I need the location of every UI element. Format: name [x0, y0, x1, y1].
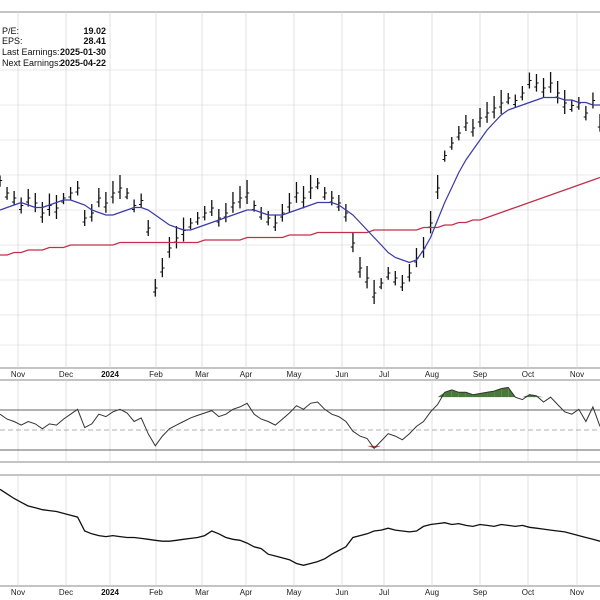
- rsi-overbought-area: [487, 391, 495, 398]
- last-earnings-value: 2025-01-30: [60, 47, 106, 57]
- eps-value: 28.41: [83, 36, 106, 46]
- x-tick-label: Nov: [11, 588, 25, 597]
- x-tick-label: Jun: [336, 588, 349, 597]
- x-tick-label: Jul: [379, 370, 389, 379]
- x-tick-label: Sep: [473, 588, 488, 597]
- rsi-line: [0, 386, 600, 450]
- rsi-overbought-area: [465, 392, 473, 398]
- x-tick-label: May: [286, 588, 301, 597]
- x-tick-label: Nov: [11, 370, 25, 379]
- pe-label: P/E:: [2, 26, 19, 36]
- x-tick-label: Dec: [59, 588, 73, 597]
- long-moving-average-line: [0, 176, 600, 256]
- x-tick-label: Apr: [240, 588, 253, 597]
- eps-label: EPS:: [2, 36, 23, 46]
- x-tick-label: Feb: [149, 370, 163, 379]
- last-earnings-label: Last Earnings:: [2, 47, 60, 57]
- grid-lines: [0, 12, 600, 586]
- x-tick-label: 2024: [101, 370, 119, 379]
- rsi-fills: [367, 387, 544, 449]
- x-tick-label: Aug: [425, 588, 439, 597]
- rsi-overbought-area: [501, 387, 509, 398]
- x-tick-label: Feb: [149, 588, 163, 597]
- fundamentals-box: P/E: 19.02 EPS: 28.41 Last Earnings: 202…: [2, 26, 106, 68]
- x-tick-label: Jun: [336, 370, 349, 379]
- x-tick-label: Oct: [522, 588, 535, 597]
- next-earnings-label: Next Earnings:: [2, 58, 61, 68]
- x-tick-label: Aug: [425, 370, 439, 379]
- relative-strength-line: [0, 488, 600, 566]
- x-tick-label: Oct: [522, 370, 535, 379]
- x-tick-label: Sep: [473, 370, 488, 379]
- rsi-overbought-area: [458, 392, 466, 398]
- price-x-axis-labels: Nov Dec 2024 Feb Mar Apr May Jun Jul Aug Sep Oct Nov: [11, 370, 584, 379]
- x-tick-label: May: [286, 370, 301, 379]
- x-tick-label: 2024: [101, 588, 119, 597]
- price-bars: [0, 72, 600, 304]
- pe-value: 19.02: [83, 26, 106, 36]
- short-moving-average-line: [0, 96, 600, 264]
- x-tick-label: Dec: [59, 370, 73, 379]
- x-tick-label: Apr: [240, 370, 253, 379]
- rsi-overbought-area: [444, 389, 452, 398]
- rs-x-axis-labels: Nov Dec 2024 Feb Mar Apr May Jun Jul Aug Sep Oct Nov: [11, 588, 584, 597]
- x-tick-label: Jul: [379, 588, 389, 597]
- x-tick-label: Nov: [570, 370, 584, 379]
- rsi-overbought-area: [451, 389, 459, 398]
- x-tick-label: Nov: [570, 588, 584, 597]
- next-earnings-value: 2025-04-22: [60, 58, 106, 68]
- x-tick-label: Mar: [195, 588, 209, 597]
- x-tick-label: Mar: [195, 370, 209, 379]
